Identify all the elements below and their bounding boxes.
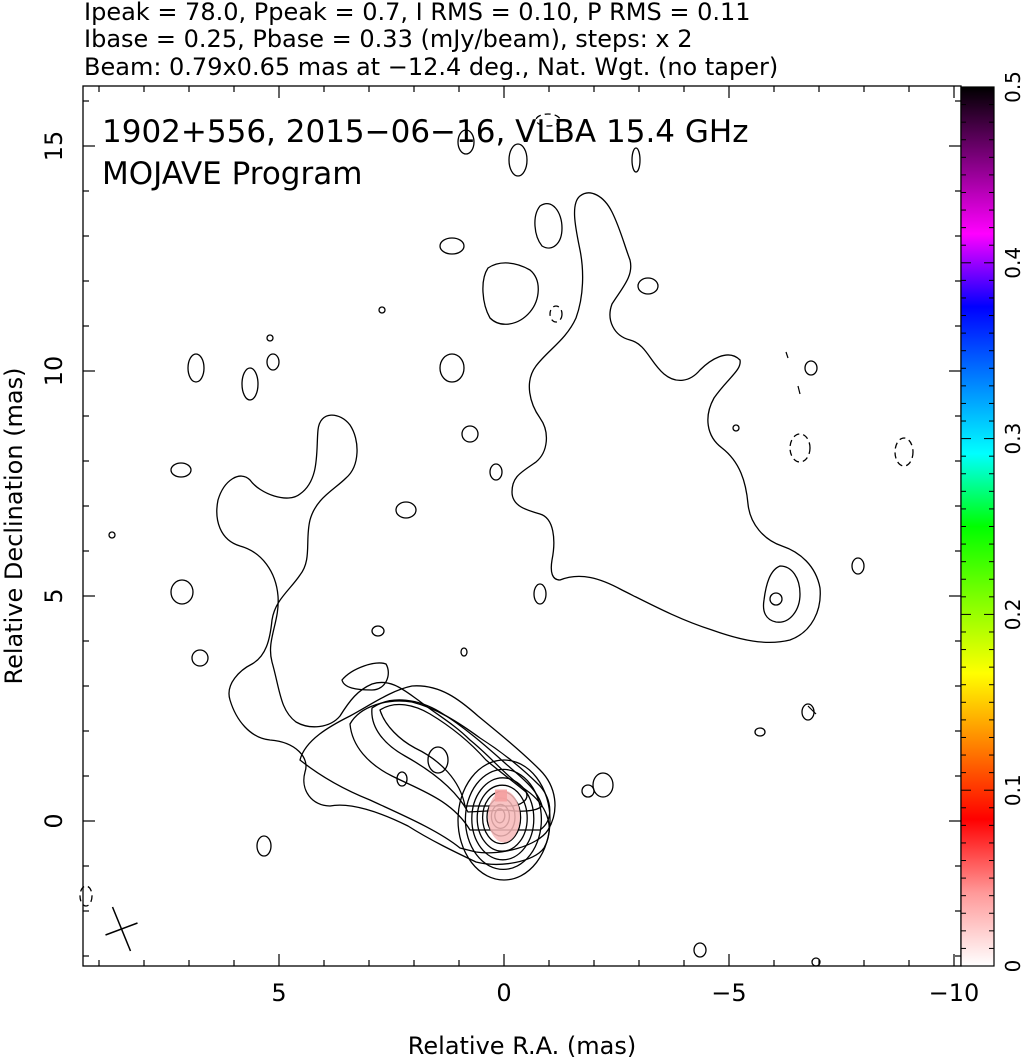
colorbar-tick-label: 0.4 [1001, 247, 1022, 279]
island-contour [581, 784, 595, 798]
jet-knot-contour [341, 662, 389, 691]
header-line-3: Beam: 0.79x0.65 mas at −12.4 deg., Nat. … [84, 53, 778, 81]
program-annotation: MOJAVE Program [102, 156, 362, 192]
core-contour [457, 759, 551, 881]
island-contour [371, 625, 385, 637]
colorbar [960, 86, 995, 967]
pol-core-pixel [495, 789, 507, 802]
plume-knot-inner [769, 592, 783, 606]
island-contour [108, 531, 116, 539]
branch-contour [482, 262, 539, 325]
island-contour [637, 277, 659, 295]
colorbar-tick-label: 0.5 [1001, 71, 1022, 103]
beam-marker [105, 906, 138, 952]
intensity-contours [79, 113, 914, 967]
island-contour [693, 942, 707, 958]
source-annotation: 1902+556, 2015−06−16, VLBA 15.4 GHz [102, 114, 748, 150]
jet-outer-contour [216, 414, 550, 865]
pol-core-blob [488, 790, 520, 843]
x-tick-labels: 5 0 −5 −10 [271, 979, 979, 1007]
colorbar-ticks: 0 0.1 0.2 0.3 0.4 0.5 [961, 71, 1022, 972]
island-contour [378, 306, 386, 314]
x-tick-label: 5 [271, 979, 286, 1007]
y-tick-label: 5 [40, 588, 68, 603]
colorbar-tick-label: 0.3 [1001, 423, 1022, 455]
negative-contour [79, 885, 93, 907]
island-contour [460, 647, 468, 657]
island-contour [457, 129, 475, 155]
island-contour [170, 462, 192, 478]
island-contour [508, 143, 528, 177]
core-contour [476, 784, 528, 852]
jet-contour-1 [299, 685, 556, 854]
island-contour [851, 557, 865, 575]
plume-knot-contour [762, 565, 801, 623]
island-contour [732, 424, 740, 432]
island-contour [170, 579, 194, 605]
contour-fragment [785, 351, 789, 359]
island-contour [533, 583, 547, 605]
negative-contour [535, 113, 561, 127]
island-contour [396, 771, 408, 787]
island-contour [187, 353, 205, 383]
island-contour [811, 957, 821, 967]
header-line-1: Ipeak = 78.0, Ppeak = 0.7, I RMS = 0.10,… [84, 0, 751, 26]
x-axis-label: Relative R.A. (mas) [408, 1032, 636, 1060]
y-axis-label: Relative Declination (mas) [0, 367, 28, 684]
island-contour [266, 353, 280, 371]
colorbar-tick-label: 0 [1001, 960, 1022, 973]
island-contour [395, 501, 417, 519]
core-contour [464, 768, 543, 871]
y-tick-label: 15 [40, 131, 68, 162]
y-tick-labels: 0 5 10 15 [40, 131, 68, 829]
negative-contour [549, 305, 563, 323]
beam-minor-axis [105, 922, 138, 936]
north-plume-contour [511, 192, 821, 644]
island-contour [241, 367, 259, 401]
island-contour [191, 649, 209, 667]
island-contour [439, 353, 465, 383]
polarization-overlay [488, 789, 520, 843]
plot-frame [82, 85, 962, 967]
x-tick-label: −10 [929, 979, 980, 1007]
island-contour [461, 425, 479, 443]
island-contour [804, 360, 818, 376]
colorbar-tick-label: 0.1 [1001, 774, 1022, 806]
x-tick-label: −5 [711, 979, 746, 1007]
contour-fragment [797, 385, 801, 395]
negative-contour [789, 433, 811, 463]
island-contour [592, 772, 614, 798]
island-contour [631, 147, 641, 173]
jet-contour-4 [379, 703, 528, 807]
blob-contour [534, 203, 563, 249]
core-contour [471, 777, 535, 861]
jet-knot-contour [427, 746, 449, 774]
contour-fragment [807, 705, 817, 715]
jet-contour-2 [349, 700, 551, 831]
x-tick-label: 0 [496, 979, 511, 1007]
island-contour [256, 835, 272, 857]
axis-ticks [83, 86, 961, 966]
y-tick-label: 10 [40, 356, 68, 387]
colorbar-tick-label: 0.2 [1001, 598, 1022, 630]
island-contour [439, 237, 465, 255]
header-line-2: Ibase = 0.25, Pbase = 0.33 (mJy/beam), s… [84, 25, 693, 53]
island-contour [489, 463, 503, 481]
island-contour [754, 727, 766, 737]
negative-contour [894, 437, 914, 467]
island-contour [266, 334, 274, 342]
y-tick-label: 0 [40, 813, 68, 828]
